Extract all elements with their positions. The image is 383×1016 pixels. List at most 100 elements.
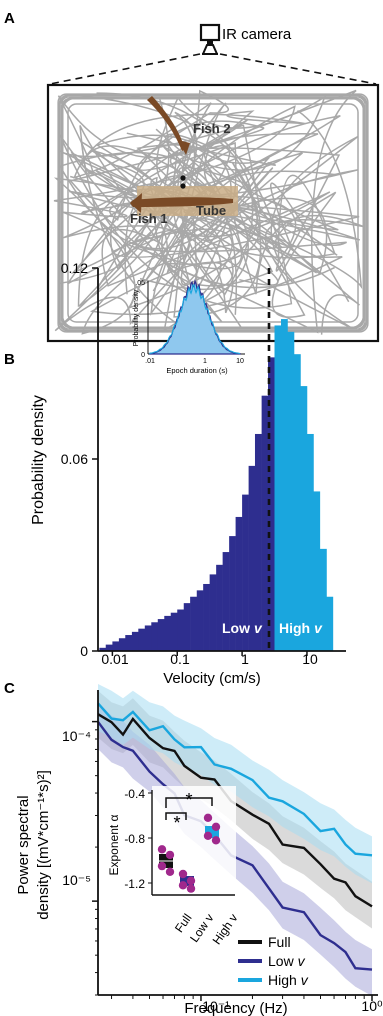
exponent-point <box>178 881 188 890</box>
b-inset-xtick-0: .01 <box>145 358 155 365</box>
c-legend: Full Low v High v <box>238 934 309 988</box>
epoch-duration-high <box>149 284 241 355</box>
b-inset-ytick: .05 <box>135 280 145 287</box>
c-ytick-0: 10⁻⁴ <box>62 728 91 744</box>
histogram-bar-low <box>131 631 139 651</box>
b-ytick-1: 0.06 <box>61 451 88 467</box>
c-ylabel-line1: Power spectral <box>15 795 32 894</box>
c-inset-ytick-2: -1.2 <box>124 877 145 891</box>
panel-b-letter: B <box>4 351 15 368</box>
fish2-label: Fish 2 <box>193 121 231 136</box>
ir-camera-icon <box>199 23 221 55</box>
c-inset-points <box>157 813 221 893</box>
histogram-bar-low <box>112 641 120 651</box>
b-ylabel: Probability density <box>30 395 47 525</box>
low-v-label: Low v <box>222 620 263 636</box>
histogram-bar-low <box>151 622 159 651</box>
b-ytick-0: 0 <box>80 643 88 659</box>
b-inset-xlabel: Epoch duration (s) <box>166 366 228 375</box>
histogram-bar-low <box>235 516 243 651</box>
fish-1 <box>130 197 233 207</box>
b-y-ticks <box>92 267 98 652</box>
trajectory-path <box>70 89 360 335</box>
exponent-point <box>211 836 221 845</box>
c-ticks <box>92 720 373 1001</box>
histogram-bar-high <box>306 433 314 651</box>
histogram-bar-low <box>99 647 107 651</box>
c-inset-ylabel: Exponent α <box>107 814 121 875</box>
epoch-duration-distribution <box>149 279 241 355</box>
fov-line-left <box>49 53 201 85</box>
c-ytick-1: 10⁻⁵ <box>62 872 91 888</box>
camera-label: IR camera <box>222 26 292 43</box>
b-inset-ylabel: Probability density <box>133 289 140 346</box>
b-x-ticks <box>111 651 308 656</box>
histogram-bar-low <box>248 465 256 651</box>
exponent-point <box>165 867 175 876</box>
legend-label-full: Full <box>268 934 291 950</box>
histogram-bar-low <box>138 628 146 651</box>
histogram-bar-low <box>190 596 198 651</box>
b-inset-xtick-1: 1 <box>203 358 207 365</box>
fish-1-head <box>130 193 142 213</box>
histogram-bar-high <box>287 331 295 651</box>
c-xlabel: Frequency (Hz) <box>184 1000 287 1016</box>
legend-label-low: Low v <box>268 953 306 969</box>
histogram-bar-low <box>170 612 178 651</box>
histogram-bar-low <box>157 619 165 651</box>
b-xtick-2: 1 <box>241 651 249 667</box>
exponent-point <box>186 884 196 893</box>
histogram-bar-low <box>254 433 262 651</box>
velocity-histogram <box>99 319 334 652</box>
histogram-bar-high <box>293 354 301 651</box>
b-ytick-2: 0.12 <box>61 260 88 276</box>
c-inset <box>148 786 236 896</box>
histogram-bar-low <box>261 395 269 651</box>
b-xtick-1: 0.1 <box>170 651 190 667</box>
b-xtick-0: 0.01 <box>101 651 128 667</box>
histogram-bar-low <box>144 625 152 651</box>
b-xlabel: Velocity (cm/s) <box>163 670 261 687</box>
c-inset-cat-2: High v <box>210 911 241 947</box>
histogram-bar-low <box>268 357 275 651</box>
histogram-bar-high <box>313 491 321 651</box>
histogram-bar-low <box>209 574 217 651</box>
histogram-bar-high <box>319 548 327 651</box>
trajectory-path <box>54 109 363 332</box>
electrode-dot <box>180 183 186 189</box>
histogram-bar-high <box>281 319 288 651</box>
histogram-bar-low <box>242 494 249 651</box>
histogram-bar-low <box>105 644 113 651</box>
b-inset-xtick-2: 10 <box>236 358 244 365</box>
tube-label: Tube <box>196 203 226 218</box>
histogram-bar-high <box>274 325 282 651</box>
sig-star-high: * <box>185 790 192 810</box>
psd-line-high-band <box>98 684 372 884</box>
histogram-bar-low <box>183 603 191 652</box>
b-xtick-3: 10 <box>302 651 318 667</box>
c-inset-ytick-1: -0.8 <box>124 832 145 846</box>
histogram-bar-high <box>326 596 334 651</box>
sig-star-low: * <box>173 813 180 833</box>
exponent-point <box>157 845 167 854</box>
psd-line-high <box>97 702 373 857</box>
panel-c-letter: C <box>4 680 15 697</box>
histogram-bar-low <box>118 638 126 651</box>
legend-label-high: High v <box>268 972 309 988</box>
histogram-bar-low <box>196 590 204 651</box>
exponent-point <box>157 861 167 871</box>
fish1-label: Fish 1 <box>130 211 168 226</box>
exponent-point <box>178 869 188 879</box>
b-inset-yzero: 0 <box>141 352 145 359</box>
histogram-bar-low <box>125 635 133 651</box>
electrode-dot <box>180 175 186 181</box>
histogram-bar-low <box>177 609 185 651</box>
fov-line-right <box>219 53 377 85</box>
exponent-point <box>203 831 213 840</box>
histogram-bar-low <box>164 615 172 651</box>
exponent-point <box>203 813 213 822</box>
histogram-bar-low <box>229 536 236 651</box>
histogram-bar-low <box>222 552 230 651</box>
trajectory-path <box>67 89 357 334</box>
